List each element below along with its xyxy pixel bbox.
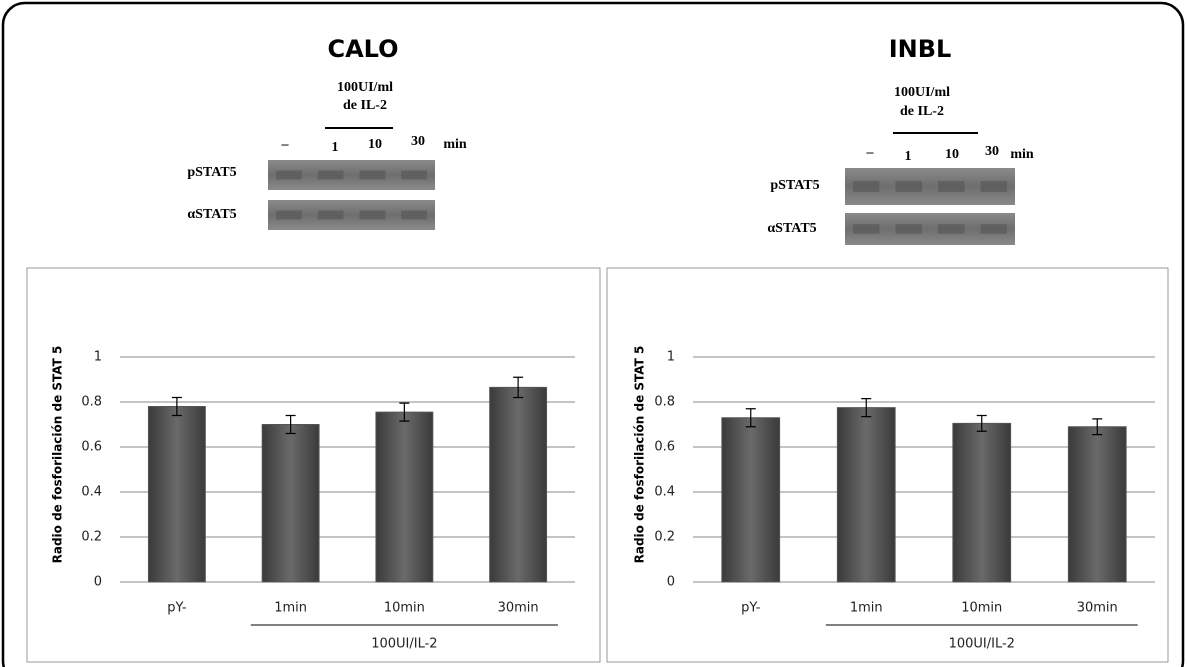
blot-band: [318, 171, 344, 180]
y-tick-label: 0.6: [81, 440, 102, 455]
lane-label: 30: [985, 144, 999, 159]
panel-title: INBL: [889, 35, 952, 63]
y-tick-label: 0.8: [81, 395, 102, 410]
blot-row-label: αSTAT5: [767, 221, 816, 236]
blot-band: [896, 224, 923, 234]
x-tick-label: 1min: [850, 601, 883, 616]
treatment-label: de IL-2: [900, 104, 944, 119]
bar: [148, 407, 205, 583]
y-tick-label: 0.6: [654, 440, 675, 455]
blot-band: [853, 224, 880, 234]
group-label: 100UI/IL-2: [949, 637, 1015, 652]
blot-band: [981, 181, 1008, 192]
unit-label: min: [443, 137, 467, 152]
bar: [262, 425, 319, 583]
y-tick-label: 1: [667, 350, 675, 365]
lane-label: 10: [368, 137, 382, 152]
blot-band: [360, 171, 386, 180]
blot-band: [401, 171, 427, 180]
panel-title: CALO: [327, 35, 398, 63]
x-tick-label: 30min: [498, 601, 539, 616]
bar: [722, 418, 780, 582]
lane-label: –: [281, 137, 290, 152]
x-tick-label: pY-: [167, 601, 187, 616]
x-tick-label: 10min: [961, 601, 1002, 616]
lane-label: 1: [905, 149, 912, 164]
x-tick-label: 30min: [1077, 601, 1118, 616]
y-tick-label: 0.4: [654, 485, 675, 500]
blot-band: [896, 181, 923, 192]
y-tick-label: 0.2: [81, 530, 102, 545]
x-tick-label: pY-: [741, 601, 761, 616]
blot-band: [853, 181, 880, 192]
treatment-label: 100UI/ml: [894, 85, 950, 100]
y-tick-label: 0: [94, 575, 102, 590]
blot-row-label: αSTAT5: [187, 207, 236, 222]
blot-band: [401, 211, 427, 220]
blot-band: [276, 211, 302, 220]
y-tick-label: 0.8: [654, 395, 675, 410]
y-axis-label: Radio de fosforilación de STAT 5: [633, 346, 647, 564]
lane-label: 1: [332, 140, 339, 155]
blot-band: [360, 211, 386, 220]
y-axis-label: Radio de fosforilación de STAT 5: [51, 346, 65, 564]
y-tick-label: 0.4: [81, 485, 102, 500]
treatment-label: de IL-2: [343, 98, 387, 113]
bar: [1068, 427, 1126, 582]
bar: [837, 408, 895, 582]
y-tick-label: 0.2: [654, 530, 675, 545]
bar: [376, 412, 433, 582]
treatment-label: 100UI/ml: [337, 80, 393, 95]
group-label: 100UI/IL-2: [371, 637, 437, 652]
blot-band: [938, 224, 965, 234]
unit-label: min: [1010, 147, 1034, 162]
blot-row-label: pSTAT5: [187, 165, 236, 180]
x-tick-label: 1min: [274, 601, 307, 616]
y-tick-label: 1: [94, 350, 102, 365]
blot-band: [318, 211, 344, 220]
blot-row-label: pSTAT5: [770, 178, 819, 193]
x-tick-label: 10min: [384, 601, 425, 616]
bar: [953, 423, 1011, 582]
lane-label: –: [866, 145, 875, 160]
figure: CALO100UI/mlde IL-2–11030minpSTAT5αSTAT5…: [0, 0, 1187, 667]
blot-band: [938, 181, 965, 192]
blot-band: [276, 171, 302, 180]
bar: [490, 387, 547, 582]
blot-band: [981, 224, 1008, 234]
lane-label: 10: [945, 147, 959, 162]
lane-label: 30: [411, 134, 425, 149]
y-tick-label: 0: [667, 575, 675, 590]
